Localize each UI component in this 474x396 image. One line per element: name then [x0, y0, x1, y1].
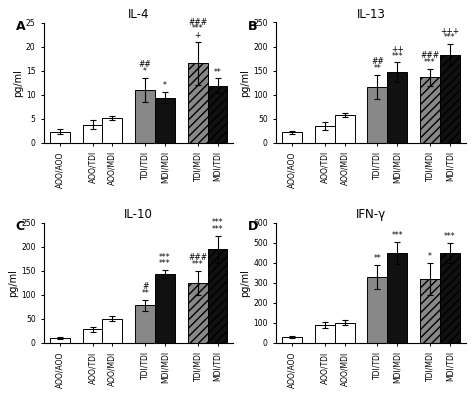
Text: ***: ***	[424, 58, 436, 67]
Bar	[155, 98, 175, 143]
Title: IL-10: IL-10	[124, 208, 153, 221]
Title: IFN-γ: IFN-γ	[356, 208, 386, 221]
Title: IL-4: IL-4	[128, 8, 149, 21]
Bar	[135, 305, 155, 343]
Text: ***: ***	[192, 24, 203, 33]
Text: ###: ###	[188, 253, 207, 262]
Bar	[50, 338, 70, 343]
Bar	[102, 118, 122, 143]
Bar	[208, 249, 228, 343]
Text: **: **	[141, 289, 149, 298]
Bar	[188, 283, 208, 343]
Text: ###: ###	[420, 51, 439, 60]
Text: *: *	[428, 252, 432, 261]
Bar	[315, 325, 335, 343]
Bar	[208, 86, 228, 143]
Y-axis label: pg/ml: pg/ml	[13, 69, 23, 97]
Text: ***: ***	[159, 253, 171, 262]
Text: ##: ##	[371, 57, 383, 66]
Text: #: #	[142, 282, 148, 291]
Bar	[387, 72, 407, 143]
Text: ***: ***	[444, 232, 456, 241]
Text: C: C	[16, 220, 25, 233]
Text: B: B	[248, 20, 257, 33]
Bar	[102, 319, 122, 343]
Text: ##: ##	[139, 61, 152, 69]
Text: ***: ***	[192, 260, 203, 269]
Bar	[367, 87, 387, 143]
Bar	[282, 132, 302, 143]
Bar	[335, 115, 355, 143]
Text: ***: ***	[212, 218, 223, 227]
Title: IL-13: IL-13	[356, 8, 385, 21]
Text: **: **	[214, 68, 221, 76]
Bar	[282, 337, 302, 343]
Bar	[188, 63, 208, 143]
Bar	[135, 90, 155, 143]
Bar	[420, 279, 440, 343]
Bar	[82, 125, 102, 143]
Bar	[420, 77, 440, 143]
Text: ***: ***	[212, 225, 223, 234]
Bar	[335, 323, 355, 343]
Y-axis label: pg/ml: pg/ml	[240, 269, 250, 297]
Text: ***: ***	[159, 259, 171, 268]
Bar	[82, 329, 102, 343]
Bar	[440, 253, 460, 343]
Y-axis label: pg/ml: pg/ml	[9, 269, 18, 297]
Text: *: *	[143, 67, 147, 76]
Text: D: D	[248, 220, 258, 233]
Bar	[50, 132, 70, 143]
Bar	[367, 277, 387, 343]
Text: +: +	[194, 31, 201, 40]
Y-axis label: pg/ml: pg/ml	[240, 69, 251, 97]
Text: *: *	[163, 81, 167, 90]
Text: ***: ***	[444, 33, 456, 42]
Text: A: A	[16, 20, 25, 33]
Text: ***: ***	[392, 51, 403, 61]
Bar	[315, 126, 335, 143]
Text: ###: ###	[188, 18, 207, 27]
Bar	[387, 253, 407, 343]
Text: **: **	[374, 254, 381, 263]
Text: **: **	[374, 64, 381, 73]
Text: ++: ++	[391, 45, 403, 54]
Bar	[440, 55, 460, 143]
Text: ***: ***	[392, 231, 403, 240]
Bar	[155, 274, 175, 343]
Text: +++: +++	[440, 27, 459, 36]
